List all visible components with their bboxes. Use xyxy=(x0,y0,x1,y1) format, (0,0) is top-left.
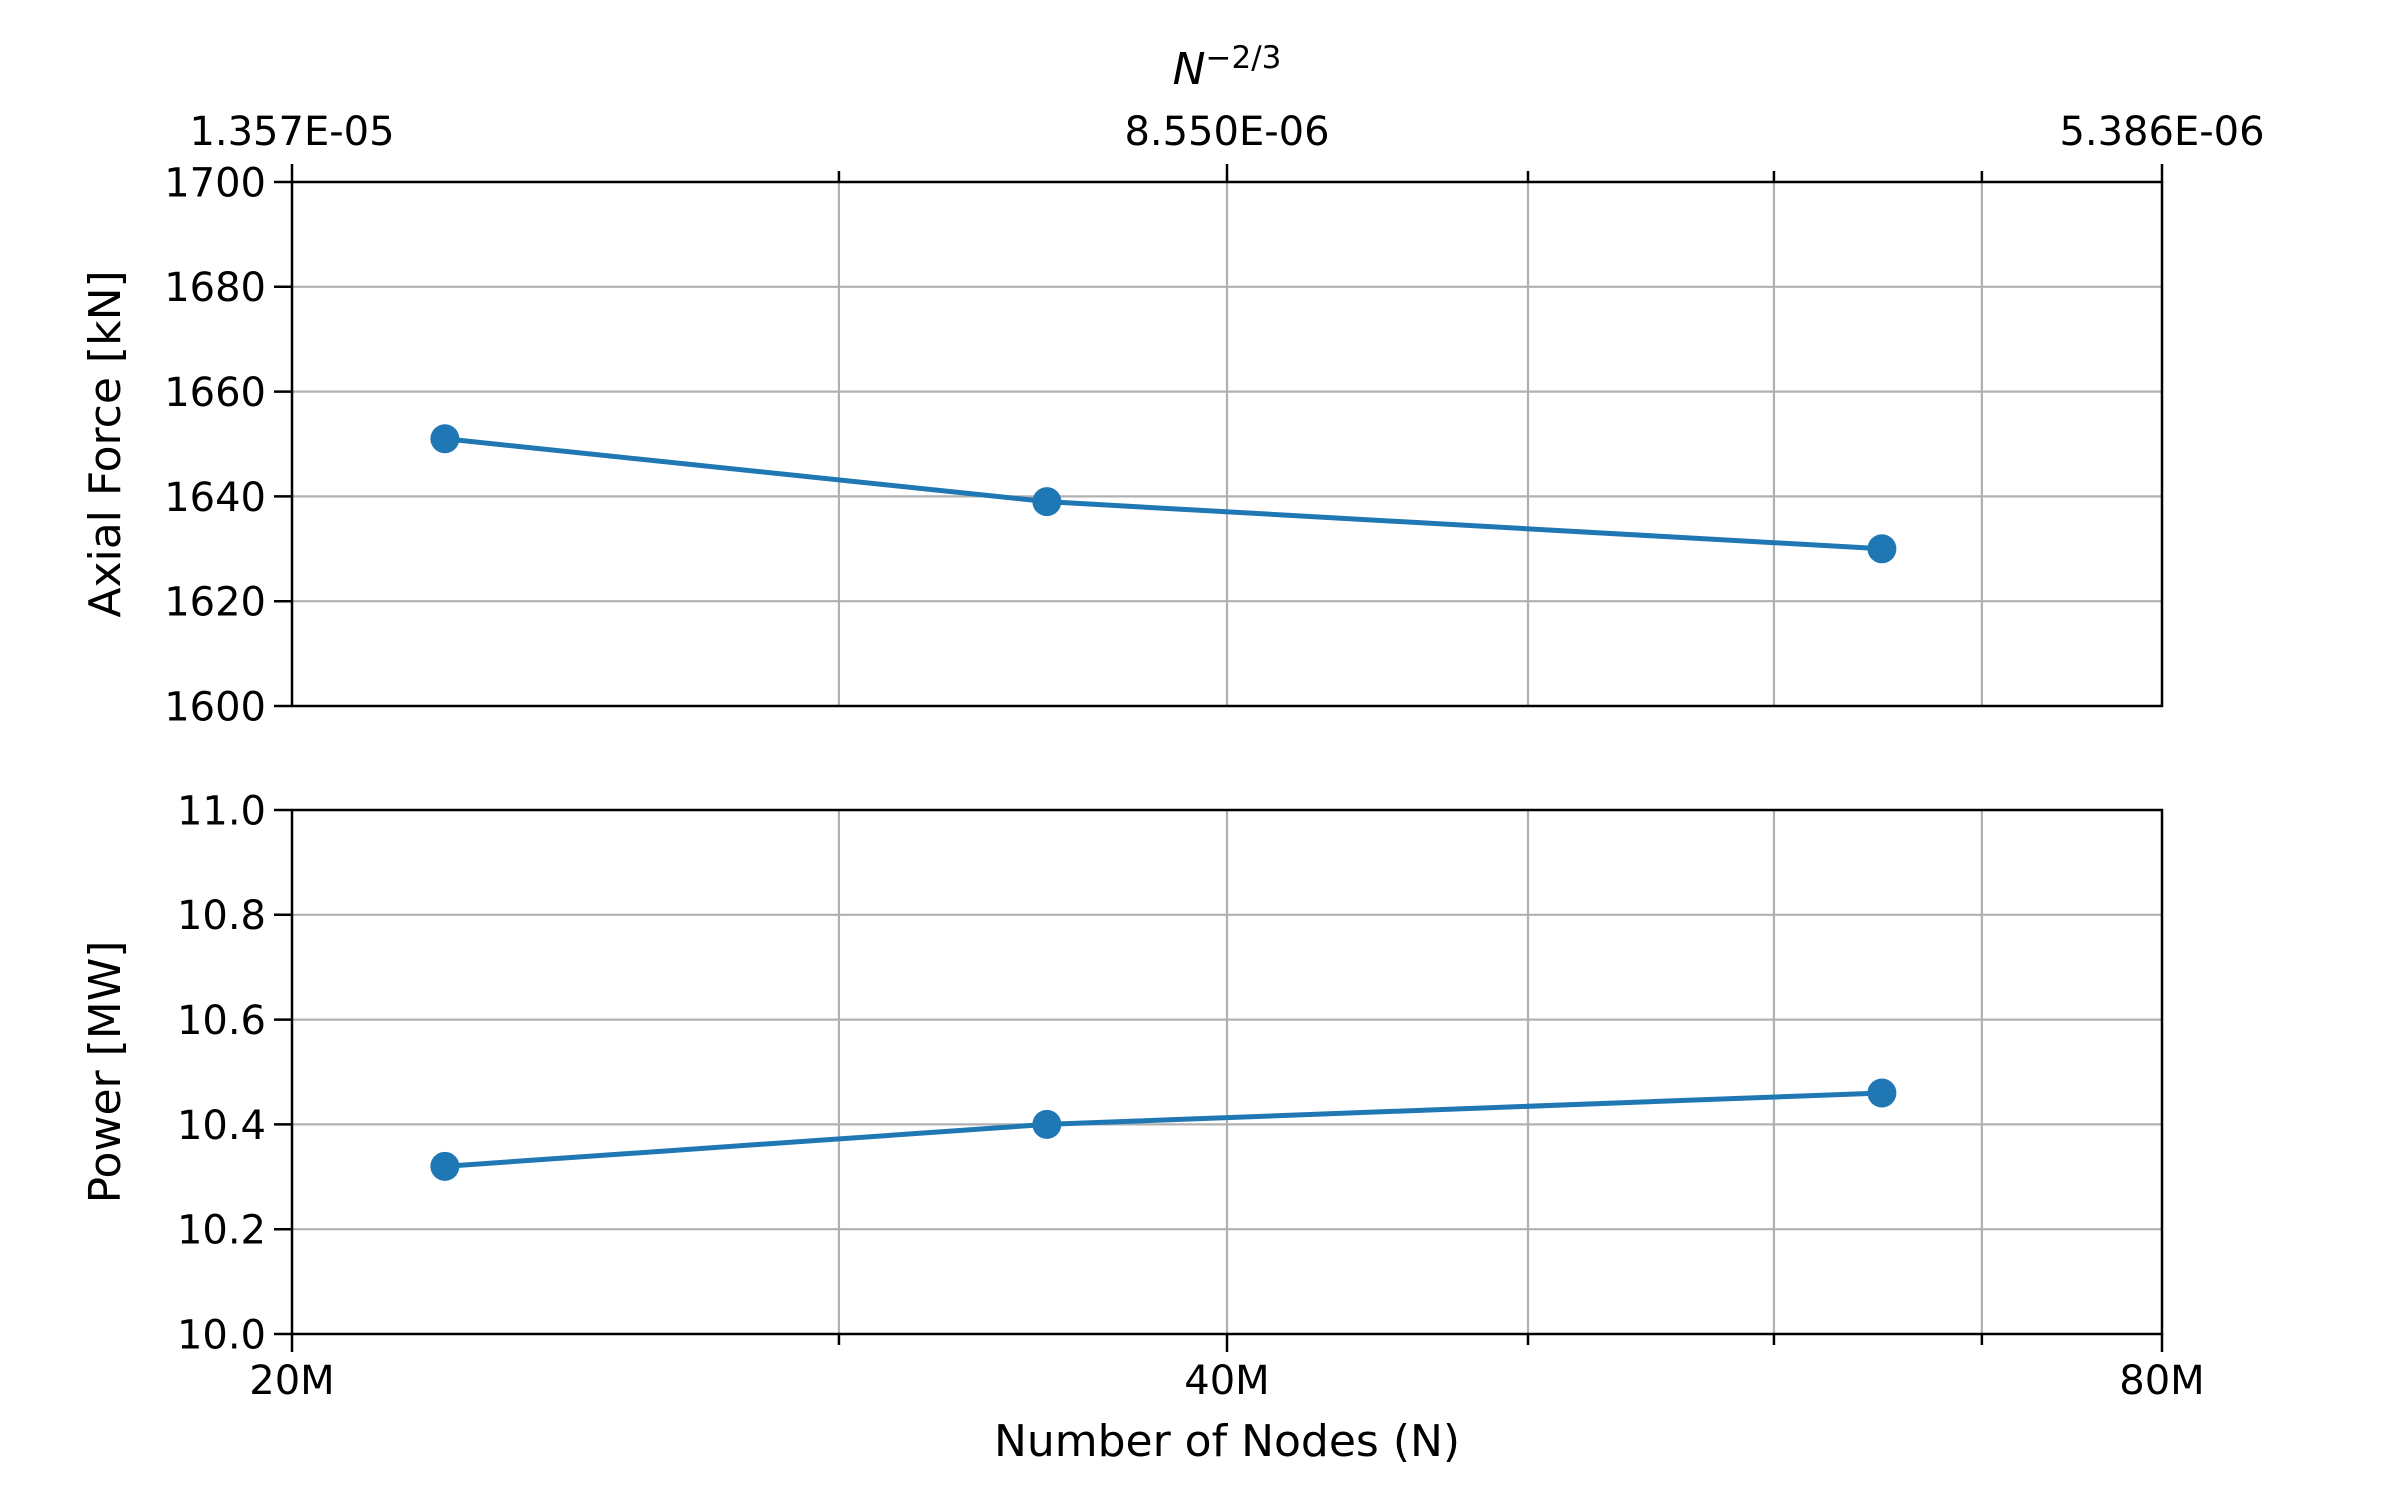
y-tick-label: 1640 xyxy=(164,475,266,521)
x-tick-label: 20M xyxy=(249,1358,334,1404)
data-point xyxy=(1867,1078,1897,1108)
subplot-0: 1600 1620 1640 1660 1680 1700 Axial Force [kN] xyxy=(80,160,2164,730)
y-tick-label: 10.4 xyxy=(177,1103,266,1149)
y-tick-label: 10.0 xyxy=(177,1312,266,1358)
x-tick-label: 80M xyxy=(2119,1358,2204,1404)
y-tick-label: 1620 xyxy=(164,580,266,626)
y-tick-label: 1600 xyxy=(164,684,266,730)
data-line xyxy=(444,436,1883,552)
y-axis-label: Axial Force [kN] xyxy=(80,270,131,617)
x-axis-label: Number of Nodes (N) xyxy=(994,1416,1460,1467)
y-tick-label: 10.6 xyxy=(177,998,266,1044)
top-axis-tick-label: 5.386E-06 xyxy=(2059,109,2264,155)
data-line xyxy=(444,1090,1883,1169)
data-point xyxy=(1032,487,1062,517)
y-tick-label: 10.8 xyxy=(177,893,266,939)
y-tick-label: 1660 xyxy=(164,370,266,416)
top-axis-tick-label: 1.357E-05 xyxy=(189,109,394,155)
top-axis-title: N−2/3 xyxy=(1173,40,1282,95)
top-axis-title-exponent: −2/3 xyxy=(1206,40,1282,76)
top-axis: 1.357E-05 8.550E-06 5.386E-06 N−2/3 xyxy=(189,40,2265,182)
bottom-axis: 20M 40M 80M Number of Nodes (N) xyxy=(249,1334,2205,1467)
y-axis-label: Power [MW] xyxy=(80,941,131,1204)
x-tick-label: 40M xyxy=(1184,1358,1269,1404)
y-tick-label: 10.2 xyxy=(177,1208,266,1254)
data-point xyxy=(1867,534,1897,564)
data-point xyxy=(1032,1109,1062,1139)
data-point xyxy=(430,1151,460,1181)
y-tick-label: 1700 xyxy=(164,160,266,206)
top-axis-title-variable: N xyxy=(1173,44,1206,95)
y-tick-label: 11.0 xyxy=(177,788,266,834)
data-point xyxy=(430,424,460,454)
subplot-1: 10.0 10.2 10.4 10.6 10.8 11.0 Power [MW] xyxy=(80,788,2164,1358)
y-tick-label: 1680 xyxy=(164,265,266,311)
top-axis-tick-label: 8.550E-06 xyxy=(1124,109,1329,155)
